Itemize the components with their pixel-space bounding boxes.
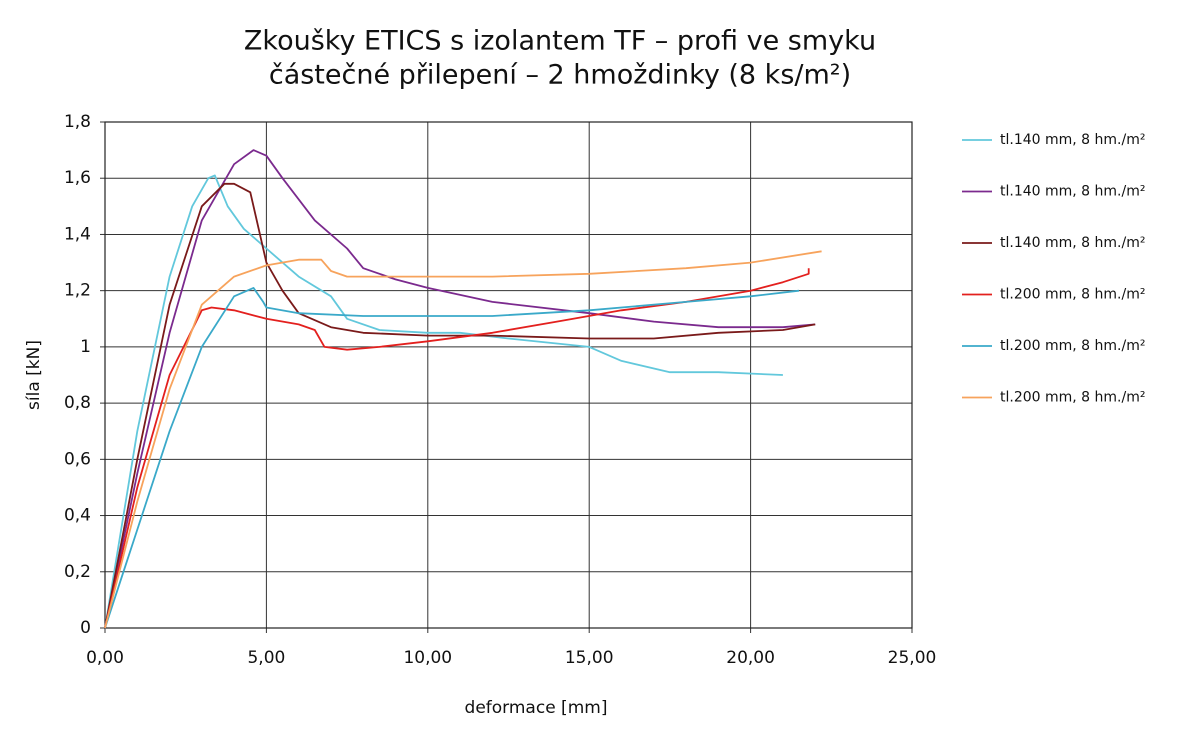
legend-label: tl.200 mm, 8 hm./m² bbox=[1000, 287, 1145, 303]
chart-subtitle: částečné přilepení – 2 hmoždinky (8 ks/m… bbox=[269, 60, 851, 91]
legend-label: tl.200 mm, 8 hm./m² bbox=[1000, 390, 1145, 406]
x-tick-label: 5,00 bbox=[247, 648, 285, 668]
series-line bbox=[104, 250, 822, 629]
y-tick-label: 1,4 bbox=[64, 224, 91, 244]
y-tick-label: 1,8 bbox=[64, 112, 91, 132]
y-tick-label: 0,8 bbox=[64, 393, 91, 413]
y-tick-label: 0,6 bbox=[64, 449, 91, 469]
x-tick-label: 15,00 bbox=[565, 648, 614, 668]
y-tick-label: 0,2 bbox=[64, 562, 91, 582]
plot-frame bbox=[104, 121, 913, 629]
legend-label: tl.140 mm, 8 hm./m² bbox=[1000, 184, 1145, 200]
series-line bbox=[104, 149, 816, 629]
y-tick-label: 1,2 bbox=[64, 281, 91, 301]
series-line bbox=[104, 268, 810, 629]
x-tick-label: 25,00 bbox=[888, 648, 937, 668]
x-axis-label: deformace [mm] bbox=[465, 698, 608, 718]
y-axis-label: síla [kN] bbox=[24, 340, 44, 410]
y-tick-label: 0,4 bbox=[64, 506, 91, 526]
series-line bbox=[104, 286, 800, 629]
series-line bbox=[104, 182, 816, 629]
chart-title: Zkoušky ETICS s izolantem TF – profi ve … bbox=[244, 26, 876, 57]
y-tick-label: 1 bbox=[80, 337, 91, 357]
x-tick-label: 10,00 bbox=[403, 648, 452, 668]
series-line bbox=[104, 174, 783, 629]
x-tick-label: 20,00 bbox=[726, 648, 775, 668]
legend-label: tl.140 mm, 8 hm./m² bbox=[1000, 235, 1145, 251]
x-tick-label: 0,00 bbox=[86, 648, 124, 668]
legend-label: tl.140 mm, 8 hm./m² bbox=[1000, 132, 1145, 148]
y-tick-label: 1,6 bbox=[64, 168, 91, 188]
y-tick-label: 0 bbox=[80, 618, 91, 638]
legend-label: tl.200 mm, 8 hm./m² bbox=[1000, 338, 1145, 354]
